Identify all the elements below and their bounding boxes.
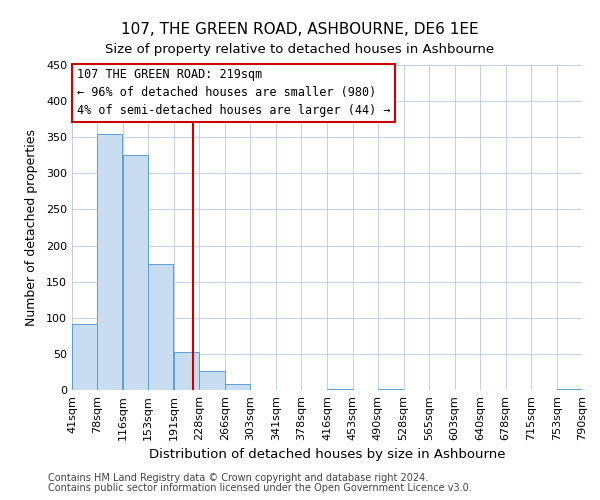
X-axis label: Distribution of detached houses by size in Ashbourne: Distribution of detached houses by size … bbox=[149, 448, 505, 462]
Y-axis label: Number of detached properties: Number of detached properties bbox=[25, 129, 38, 326]
Bar bbox=[148, 264, 173, 390]
Text: 107, THE GREEN ROAD, ASHBOURNE, DE6 1EE: 107, THE GREEN ROAD, ASHBOURNE, DE6 1EE bbox=[121, 22, 479, 38]
Bar bbox=[123, 156, 148, 390]
Text: 107 THE GREEN ROAD: 219sqm
← 96% of detached houses are smaller (980)
4% of semi: 107 THE GREEN ROAD: 219sqm ← 96% of deta… bbox=[77, 68, 391, 117]
Text: Contains public sector information licensed under the Open Government Licence v3: Contains public sector information licen… bbox=[48, 483, 472, 493]
Bar bbox=[557, 388, 582, 390]
Bar bbox=[72, 324, 97, 390]
Bar bbox=[174, 352, 199, 390]
Text: Contains HM Land Registry data © Crown copyright and database right 2024.: Contains HM Land Registry data © Crown c… bbox=[48, 473, 428, 483]
Bar bbox=[225, 384, 250, 390]
Text: Size of property relative to detached houses in Ashbourne: Size of property relative to detached ho… bbox=[106, 42, 494, 56]
Bar bbox=[328, 388, 353, 390]
Bar bbox=[378, 388, 403, 390]
Bar bbox=[97, 134, 122, 390]
Bar bbox=[199, 371, 224, 390]
